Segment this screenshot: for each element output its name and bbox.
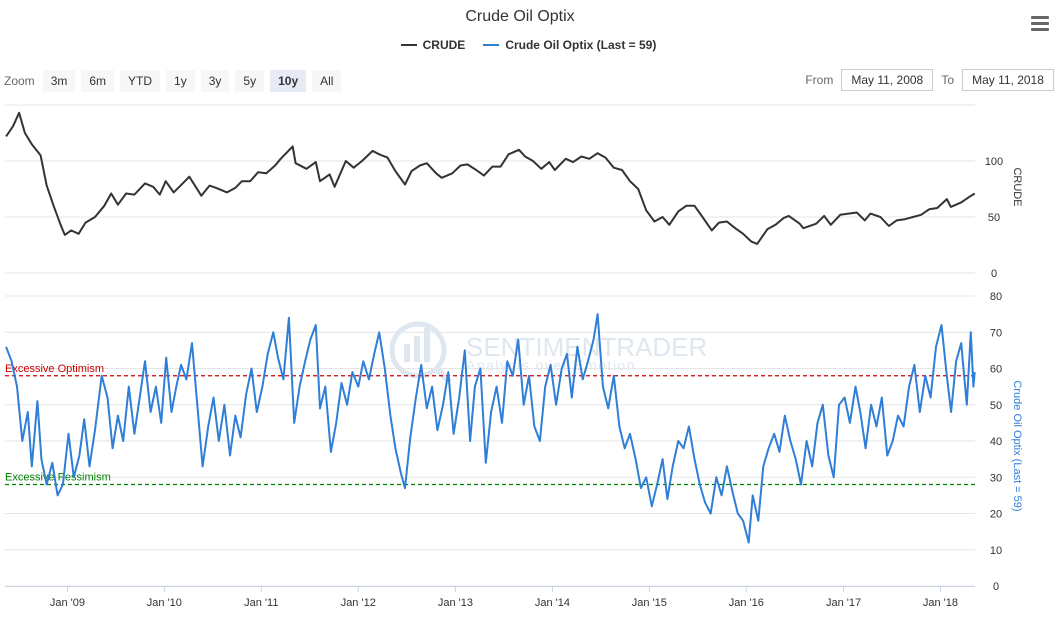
legend-label-crude: CRUDE xyxy=(422,38,466,52)
zoom-button-10y[interactable]: 10y xyxy=(270,70,307,92)
legend-swatch-crude xyxy=(400,44,417,46)
legend-label-optix: Crude Oil Optix (Last = 59) xyxy=(505,38,657,52)
chart-title: Crude Oil Optix xyxy=(465,8,575,25)
date-range-selector: From To xyxy=(805,69,1054,91)
x-tick-label: Jan '12 xyxy=(341,597,376,609)
from-label: From xyxy=(805,73,834,87)
crude-series-line xyxy=(5,111,976,245)
optix-y-tick-label: 70 xyxy=(990,327,1002,339)
optix-y-tick-label: 80 xyxy=(990,291,1002,303)
x-tick-label: Jan '10 xyxy=(147,597,182,609)
watermark-brand: SENTIMENTRADER xyxy=(466,332,707,362)
legend-swatch-optix xyxy=(483,44,500,46)
zoom-button-ytd[interactable]: YTD xyxy=(120,70,161,92)
optix-y-tick-label: 40 xyxy=(990,436,1002,448)
optix-y-axis-label: Crude Oil Optix (Last = 59) xyxy=(1011,380,1023,511)
crude-y-tick-label: 0 xyxy=(991,268,997,280)
excessive-pessimism-label: Excessive Pessimism xyxy=(5,472,111,484)
crude-y-tick-label: 50 xyxy=(988,212,1000,224)
zoom-bar: Zoom 3m 6m YTD 1y 3y 5y 10y All xyxy=(4,70,342,92)
from-date-input[interactable] xyxy=(841,69,934,91)
zoom-button-6m[interactable]: 6m xyxy=(81,70,115,92)
zoom-label: Zoom xyxy=(4,74,35,88)
optix-y-tick-label: 10 xyxy=(990,545,1002,557)
zoom-button-3m[interactable]: 3m xyxy=(42,70,76,92)
x-tick-label: Jan '09 xyxy=(50,597,85,609)
chart-legend: CRUDE Crude Oil Optix (Last = 59) xyxy=(0,38,1057,52)
hamburger-menu-icon[interactable] xyxy=(1031,16,1049,34)
watermark-logo-bar xyxy=(404,344,410,362)
x-tick-label: Jan '16 xyxy=(729,597,764,609)
optix-y-tick-label: 50 xyxy=(990,400,1002,412)
optix-y-tick-label: 20 xyxy=(990,509,1002,521)
excessive-optimism-label: Excessive Optimism xyxy=(5,363,104,375)
crude-y-tick-label: 100 xyxy=(985,156,1003,168)
zoom-button-5y[interactable]: 5y xyxy=(235,70,265,92)
optix-y-tick-label: 30 xyxy=(990,472,1002,484)
x-tick-label: Jan '14 xyxy=(535,597,570,609)
to-label: To xyxy=(941,73,954,87)
crude-y-axis-label: CRUDE xyxy=(1011,167,1023,206)
zoom-button-3y[interactable]: 3y xyxy=(200,70,230,92)
x-tick-label: Jan '13 xyxy=(438,597,473,609)
watermark-logo-bar xyxy=(424,328,430,362)
to-date-input[interactable] xyxy=(962,69,1054,91)
optix-series-line xyxy=(5,313,976,544)
x-tick-label: Jan '11 xyxy=(244,597,278,609)
x-tick-label: Jan '15 xyxy=(632,597,667,609)
zoom-button-1y[interactable]: 1y xyxy=(166,70,195,92)
x-tick-label: Jan '17 xyxy=(826,597,861,609)
optix-y-tick-label: 60 xyxy=(990,364,1002,376)
zoom-button-all[interactable]: All xyxy=(312,70,342,92)
x-tick-label: Jan '18 xyxy=(923,597,958,609)
watermark-logo-bar xyxy=(414,336,420,362)
legend-item-crude[interactable]: CRUDE xyxy=(400,38,466,52)
legend-item-optix[interactable]: Crude Oil Optix (Last = 59) xyxy=(483,38,656,52)
optix-y-tick-label: 0 xyxy=(993,581,999,593)
